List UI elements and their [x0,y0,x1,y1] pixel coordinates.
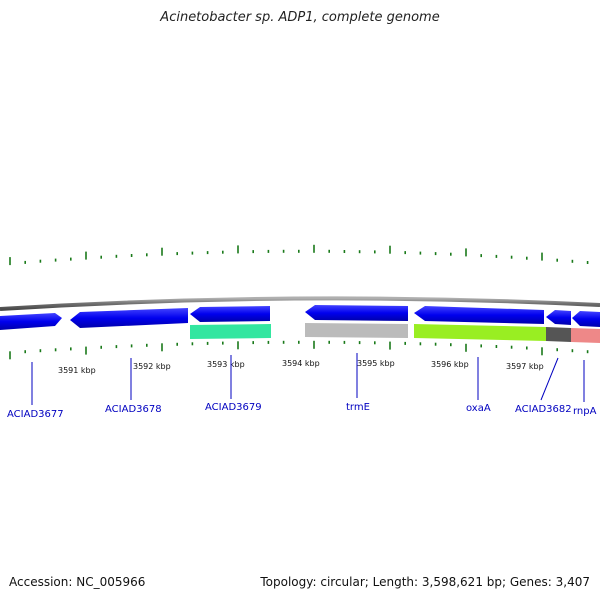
scale-label: 3592 kbp [133,362,171,371]
gene-label-aciad3682[interactable]: ACIAD3682 [515,404,572,415]
gene-label-aciad3677[interactable]: ACIAD3677 [7,409,64,420]
accession-text: Accession: NC_005966 [9,575,146,589]
gene-arrow-rnpa[interactable] [572,311,600,327]
scale-label: 3594 kbp [282,359,320,368]
gene-label-aciad3678[interactable]: ACIAD3678 [105,404,162,415]
outer-tick-row [9,244,589,266]
callout-line [540,357,559,401]
gene-labels: ACIAD3677 ACIAD3678 ACIAD3679 trmE oxaA … [7,402,597,420]
gene-arrow-aciad3678[interactable] [70,308,188,328]
gene-label-rnpa[interactable]: rnpA [573,406,597,417]
scale-label: 3593 kbp [207,360,245,369]
genome-backbone [0,296,600,311]
gene-arrow-aciad3677[interactable] [0,313,62,330]
map-title: Acinetobacter sp. ADP1, complete genome [160,10,440,25]
genome-summary-text: Topology: circular; Length: 3,598,621 bp… [260,575,590,589]
gene-track [0,305,600,330]
gene-label-trme[interactable]: trmE [346,402,370,413]
gene-arrow-oxaa[interactable] [414,306,544,324]
cog-bar-trme [305,323,408,338]
gene-arrow-aciad3679[interactable] [190,306,270,322]
scale-labels: 3591 kbp 3592 kbp 3593 kbp 3594 kbp 3595… [58,359,544,375]
inner-tick-row [9,340,589,360]
cog-bar-rnpa [571,328,600,343]
cog-bar-aciad3682 [546,327,571,342]
gene-callouts [31,353,585,405]
scale-label: 3591 kbp [58,366,96,375]
gene-label-oxaa[interactable]: oxaA [466,403,491,414]
cog-bar-aciad3679 [190,324,271,339]
gene-label-aciad3679[interactable]: ACIAD3679 [205,402,262,413]
cog-bar-oxaa [414,324,546,341]
scale-label: 3596 kbp [431,360,469,369]
scale-label: 3597 kbp [506,362,544,371]
gene-arrow-aciad3682[interactable] [546,310,571,325]
gene-arrow-trme[interactable] [305,305,408,321]
scale-label: 3595 kbp [357,359,395,368]
cog-track [190,323,600,343]
